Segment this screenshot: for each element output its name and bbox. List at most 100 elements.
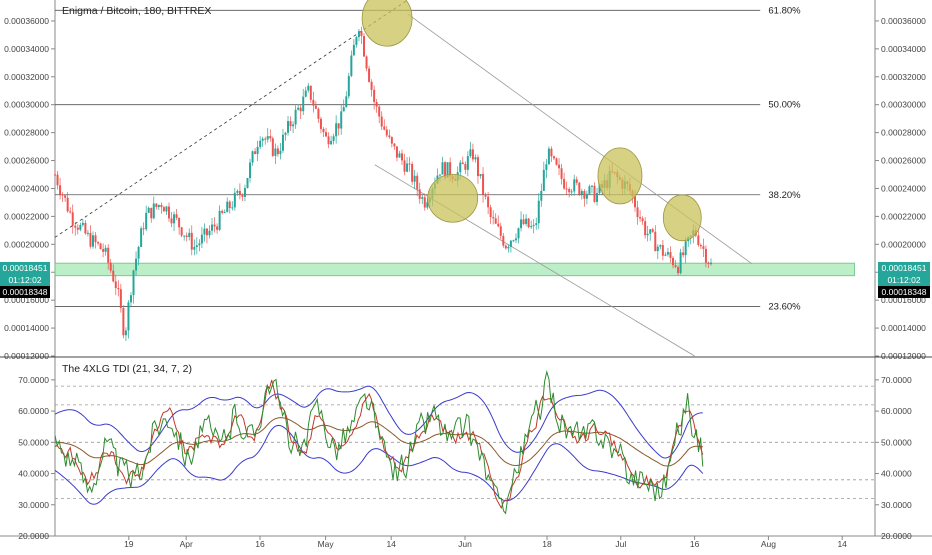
candle-body (319, 118, 322, 129)
candle-body (583, 191, 586, 199)
candle-body (406, 163, 409, 172)
candle-body (97, 242, 100, 244)
candle-body (74, 225, 77, 228)
candle-body (142, 228, 145, 230)
candle-body (487, 196, 490, 208)
candles (54, 26, 712, 341)
candle-body (241, 194, 244, 197)
candle-body (395, 146, 398, 158)
candle-body (109, 262, 112, 271)
last-price-label-left: 0.00018451 (0, 262, 50, 274)
candle-body (545, 164, 548, 170)
candle-body (390, 137, 393, 144)
countdown-bg-left (0, 274, 50, 286)
candle-body (218, 210, 221, 230)
candle-body (145, 212, 148, 230)
last-price-label-right: 0.00018451 (878, 262, 930, 274)
candle-body (370, 81, 373, 90)
marker-price-text-left: 0.00018348 (3, 287, 48, 297)
tdi-upper-band (54, 385, 703, 459)
candle-body (674, 265, 677, 268)
candle-body (132, 270, 135, 296)
candle-body (393, 143, 396, 147)
countdown-label-left: 01:12:02 (0, 274, 50, 286)
candle-body (287, 121, 290, 133)
candle-body (99, 243, 102, 250)
tdi-lower-band (54, 424, 704, 505)
candle-body (499, 226, 502, 236)
candle-body (170, 218, 173, 224)
candle-body (421, 197, 424, 199)
candle-body (66, 197, 69, 212)
candle-body (94, 235, 97, 243)
candle-body (423, 197, 426, 208)
candle-body (249, 162, 252, 179)
candle-body (682, 252, 685, 256)
candle-body (299, 107, 302, 112)
candle-body (61, 194, 64, 196)
main-ytick-label-left: 0.00012000 (4, 351, 49, 361)
candle-body (476, 157, 479, 177)
candle-body (471, 149, 474, 160)
candle-body (360, 31, 363, 37)
candle-body (649, 229, 652, 234)
tdi-lines (54, 369, 704, 515)
candle-body (289, 121, 292, 127)
candle-body (203, 228, 206, 235)
candle-body (167, 206, 170, 219)
candle-body (195, 245, 198, 247)
candle-body (259, 140, 262, 147)
xtick-label: Jul (615, 539, 626, 549)
candle-body (254, 151, 257, 154)
candle-body (378, 106, 381, 117)
last-price-bg-left (0, 262, 50, 274)
candle-body (494, 218, 497, 224)
candle-body (213, 224, 216, 227)
candle-body (547, 148, 550, 165)
candle-body (664, 254, 667, 256)
candle-body (304, 90, 307, 97)
candle-body (636, 207, 639, 218)
main-ytick-label-left: 0.00036000 (4, 16, 49, 26)
candle-body (342, 107, 345, 112)
candle-body (661, 245, 664, 256)
tdi-ytick-label-left: 60.0000 (18, 406, 49, 416)
candle-body (119, 289, 122, 308)
candle-body (332, 136, 335, 141)
candle-body (56, 174, 59, 186)
candle-body (117, 288, 120, 290)
candle-body (352, 44, 355, 56)
candle-body (200, 234, 203, 244)
candle-body (446, 162, 449, 178)
candle-body (312, 99, 315, 106)
candle-body (71, 212, 74, 226)
candle-body (251, 151, 254, 163)
tdi-y-axis: 20.0000 20.0000 30.0000 30.0000 40.0000 40.00… (18, 375, 912, 541)
candle-body (89, 232, 92, 247)
candle-body (507, 246, 510, 249)
main-ytick-label-left: 0.00020000 (4, 239, 49, 249)
main-ytick-label-left: 0.00014000 (4, 323, 49, 333)
candle-body (54, 174, 56, 176)
candle-body (704, 248, 707, 263)
candle-body (325, 132, 328, 137)
candle-body (441, 162, 444, 175)
candle-body (575, 179, 578, 183)
candle-body (102, 249, 105, 252)
candle-body (162, 207, 165, 212)
candle-body (466, 156, 469, 170)
candle-body (365, 56, 368, 69)
candle-body (646, 233, 649, 236)
candle-body (418, 189, 421, 199)
candle-body (150, 207, 153, 219)
candle-body (560, 168, 563, 179)
candle-body (697, 235, 700, 245)
candle-body (309, 85, 312, 100)
candle-body (644, 221, 647, 236)
candle-body (659, 245, 662, 247)
main-ytick-label-right: 0.00014000 (881, 323, 926, 333)
candle-body (269, 136, 272, 139)
tdi-ytick-label-left: 50.0000 (18, 437, 49, 447)
candle-body (535, 223, 538, 225)
candle-body (459, 162, 462, 173)
